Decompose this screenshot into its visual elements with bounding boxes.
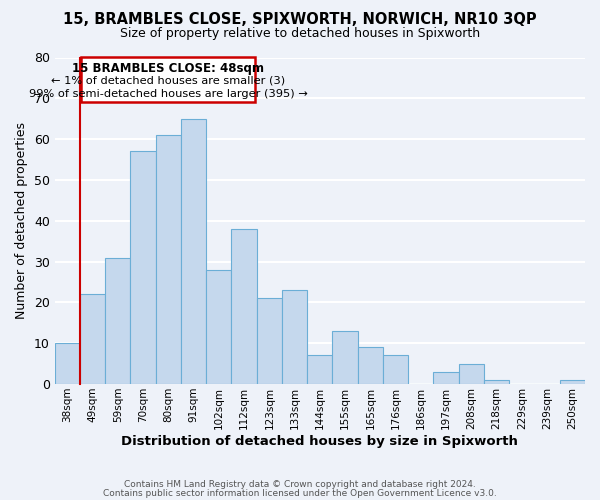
Bar — [156, 135, 181, 384]
Bar — [459, 364, 484, 384]
Bar — [81, 58, 256, 102]
Bar — [560, 380, 585, 384]
Bar — [105, 258, 130, 384]
Text: Contains public sector information licensed under the Open Government Licence v3: Contains public sector information licen… — [103, 489, 497, 498]
Bar — [257, 298, 282, 384]
Bar — [181, 118, 206, 384]
Text: 15, BRAMBLES CLOSE, SPIXWORTH, NORWICH, NR10 3QP: 15, BRAMBLES CLOSE, SPIXWORTH, NORWICH, … — [63, 12, 537, 28]
Bar — [206, 270, 232, 384]
X-axis label: Distribution of detached houses by size in Spixworth: Distribution of detached houses by size … — [121, 434, 518, 448]
Bar — [358, 348, 383, 384]
Text: Size of property relative to detached houses in Spixworth: Size of property relative to detached ho… — [120, 28, 480, 40]
Bar — [55, 343, 80, 384]
Bar — [282, 290, 307, 384]
Bar — [332, 331, 358, 384]
Bar — [484, 380, 509, 384]
Text: ← 1% of detached houses are smaller (3): ← 1% of detached houses are smaller (3) — [51, 76, 286, 86]
Text: 99% of semi-detached houses are larger (395) →: 99% of semi-detached houses are larger (… — [29, 89, 308, 99]
Bar — [383, 356, 408, 384]
Bar — [80, 294, 105, 384]
Text: Contains HM Land Registry data © Crown copyright and database right 2024.: Contains HM Land Registry data © Crown c… — [124, 480, 476, 489]
Bar — [433, 372, 459, 384]
Bar — [307, 356, 332, 384]
Bar — [232, 229, 257, 384]
Y-axis label: Number of detached properties: Number of detached properties — [16, 122, 28, 320]
Bar — [130, 152, 156, 384]
Text: 15 BRAMBLES CLOSE: 48sqm: 15 BRAMBLES CLOSE: 48sqm — [73, 62, 265, 76]
